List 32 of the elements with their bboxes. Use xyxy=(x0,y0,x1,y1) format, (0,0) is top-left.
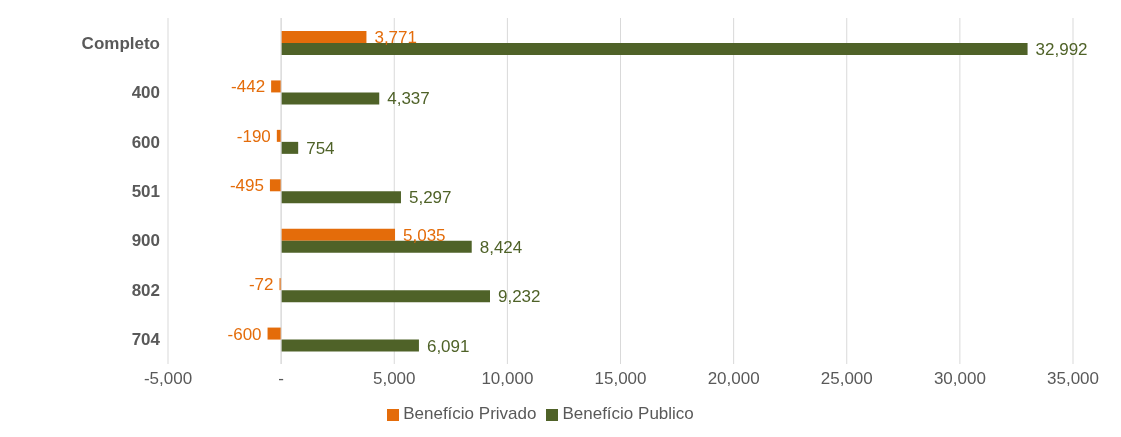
x-tick-label: 35,000 xyxy=(1047,369,1099,389)
y-tick-label: 802 xyxy=(131,280,160,300)
y-tick-label: 704 xyxy=(131,330,161,350)
x-tick-label: 30,000 xyxy=(933,369,986,389)
data-label: 3,771 xyxy=(374,27,417,47)
data-label: -442 xyxy=(231,77,266,97)
y-tick-label: Completo xyxy=(81,33,160,53)
y-tick-label: 900 xyxy=(131,231,160,251)
y-tick-label: 501 xyxy=(131,182,160,202)
data-label: 6,091 xyxy=(426,336,470,356)
data-label: 8,424 xyxy=(479,237,523,257)
y-tick-label: 600 xyxy=(131,132,160,152)
legend-label: Benefício Publico xyxy=(562,404,694,423)
data-label: 9,232 xyxy=(498,287,541,307)
data-label: -600 xyxy=(227,324,262,344)
x-tick-label: 25,000 xyxy=(820,369,873,389)
data-label: 754 xyxy=(306,138,335,158)
x-tick-label: 5,000 xyxy=(372,369,416,389)
data-label: 32,992 xyxy=(1035,39,1088,59)
data-label: -495 xyxy=(229,176,264,196)
data-label: 5,035 xyxy=(403,225,446,245)
x-tick-label: 20,000 xyxy=(707,369,760,389)
data-label: 4,337 xyxy=(387,89,430,109)
y-tick-label: 400 xyxy=(131,83,160,103)
legend-label: Benefício Privado xyxy=(403,404,537,423)
data-label: -190 xyxy=(236,126,271,146)
x-tick-label: - xyxy=(278,369,284,389)
x-tick-label: -5,000 xyxy=(143,369,193,389)
data-label: -72 xyxy=(248,275,274,295)
x-tick-label: 15,000 xyxy=(594,369,647,389)
data-label: 5,297 xyxy=(408,188,452,208)
x-tick-label: 10,000 xyxy=(481,369,534,389)
